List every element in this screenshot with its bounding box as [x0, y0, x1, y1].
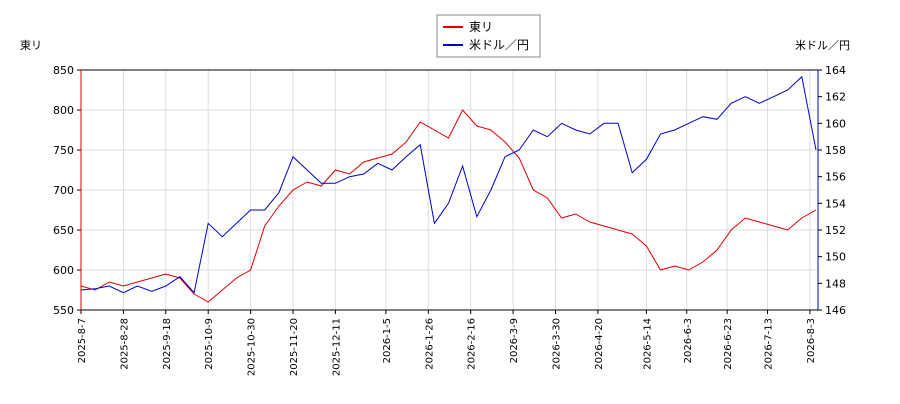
legend-box: [436, 14, 541, 58]
y2-tick-label: 156: [825, 171, 846, 184]
x-tick-label: 2025-8-7: [77, 318, 88, 363]
y2-tick-label: 162: [825, 91, 846, 104]
x-tick-label: 2026-8-3: [806, 318, 817, 363]
y2-tick-label: 152: [825, 224, 846, 237]
x-tick-label: 2025-11-20: [289, 318, 300, 376]
y-tick-label: 600: [53, 264, 74, 277]
y2-tick-label: 148: [825, 277, 846, 290]
x-tick-label: 2026-1-5: [382, 318, 393, 363]
y2-tick-label: 146: [825, 304, 846, 317]
y2-tick-label: 160: [825, 117, 846, 130]
x-tick-label: 2026-4-20: [594, 318, 605, 370]
y2-tick-label: 154: [825, 197, 846, 210]
series-line: [80, 109, 817, 303]
series-line: [80, 75, 817, 294]
y2-tick-label: 164: [825, 64, 846, 77]
y2-axis-title: 米ドル／円: [795, 39, 850, 52]
x-tick-label: 2026-6-3: [683, 318, 694, 363]
x-tick-label: 2025-10-9: [204, 318, 215, 370]
y-tick-label: 550: [53, 304, 74, 317]
x-tick-label: 2026-5-14: [642, 318, 653, 370]
x-tick-label: 2026-3-30: [552, 318, 563, 370]
x-tick-label: 2025-9-18: [162, 318, 173, 370]
x-tick-label: 2026-1-26: [424, 318, 435, 370]
y-tick-label: 700: [53, 184, 74, 197]
x-tick-label: 2025-12-11: [331, 318, 342, 376]
y2-tick-label: 150: [825, 251, 846, 264]
x-tick-label: 2025-10-30: [247, 318, 258, 376]
x-tick-label: 2026-3-9: [509, 318, 520, 363]
x-tick-label: 2026-2-16: [467, 318, 478, 370]
y-axis-title: 東リ: [20, 39, 42, 52]
y2-tick-label: 158: [825, 144, 846, 157]
legend-label: 東リ: [469, 20, 493, 34]
y-tick-label: 650: [53, 224, 74, 237]
x-tick-label: 2026-6-23: [723, 318, 734, 370]
y-tick-label: 850: [53, 64, 74, 77]
x-tick-label: 2025-8-28: [119, 318, 130, 370]
y-tick-label: 800: [53, 104, 74, 117]
y-tick-label: 750: [53, 144, 74, 157]
x-tick-label: 2026-7-13: [764, 318, 775, 370]
legend-label: 米ドル／円: [469, 38, 529, 52]
